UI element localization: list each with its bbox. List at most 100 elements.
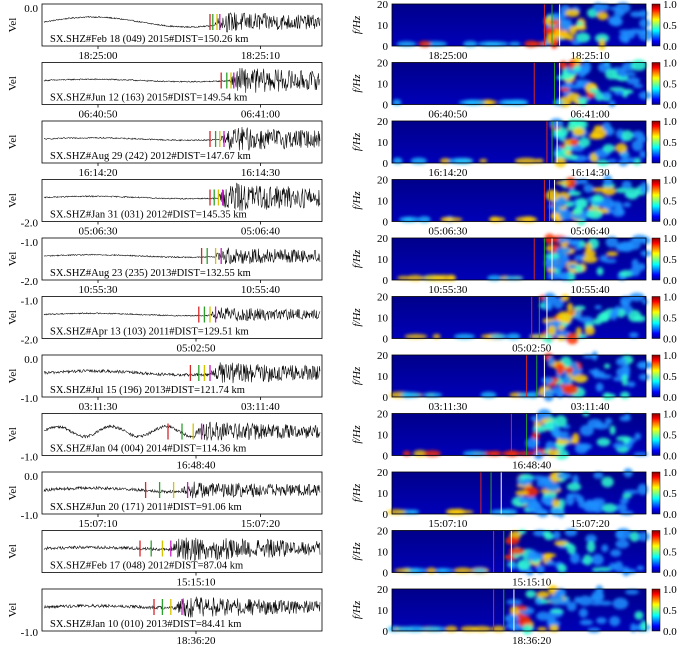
energy-blob	[508, 624, 524, 632]
spectrogram-energy	[386, 468, 649, 518]
spectrogram-xtick-label: 05:02:50	[512, 343, 552, 355]
waveform-xtick-label: 06:40:50	[78, 109, 118, 121]
waveform-trace	[43, 182, 321, 211]
waveform-panel: Vel SX.SHZ#Aug 29 (242) 2012#DIST=147.67 …	[7, 120, 323, 179]
waveform-ylabel: Vel	[7, 544, 19, 559]
energy-blob	[609, 616, 621, 627]
station-event-label: SX.SHZ#Aug 23 (235) 2013#DIST=132.55 km	[50, 268, 251, 279]
colorbar-tick-label: 0.0	[663, 275, 677, 287]
noise-band-blob	[406, 274, 424, 282]
energy-blob	[550, 609, 564, 614]
waveform-panel: Vel 0.0 SX.SHZ#Feb 18 (049) 2015#DIST=150.…	[7, 3, 323, 62]
energy-blob	[568, 239, 581, 247]
energy-blob	[619, 391, 630, 400]
spectrogram-ytick-label: 10	[377, 605, 389, 617]
energy-blob	[629, 292, 645, 302]
energy-blob	[597, 11, 609, 21]
energy-blob	[569, 26, 577, 36]
spectrogram-energy	[389, 351, 654, 402]
waveform-ylabel: Vel	[7, 252, 19, 267]
energy-blob	[556, 472, 572, 480]
noise-band-blob	[404, 334, 428, 339]
spectrogram-energy	[404, 292, 649, 345]
noise-band-blob	[439, 158, 452, 164]
energy-blob	[518, 496, 527, 505]
energy-blob	[571, 432, 580, 445]
waveform-ytick-bottom: -1.0	[21, 393, 39, 405]
colorbar-tick-label: 1.0	[663, 0, 677, 11]
waveform-xtick-label: 18:25:00	[78, 50, 118, 62]
energy-blob	[592, 201, 607, 206]
energy-blob	[590, 601, 603, 606]
waveform-ytick-top: -1.0	[21, 237, 39, 249]
noise-band-blob	[489, 216, 500, 223]
noise-band-blob	[530, 41, 547, 47]
energy-blob	[611, 207, 625, 218]
waveform-ytick-bottom: -2.0	[21, 335, 39, 347]
spectrogram-xtick-label: 15:15:10	[512, 577, 552, 589]
spectrogram-ytick-label: 10	[377, 254, 389, 266]
spectrogram-frame	[391, 3, 647, 47]
energy-blob	[623, 157, 636, 164]
energy-blob	[591, 194, 604, 202]
colorbar: 0.0 0.5 1.0	[651, 584, 677, 638]
spectrogram-xtick-label: 06:41:00	[571, 109, 611, 121]
colorbar-tick-label: 1.0	[663, 175, 677, 187]
energy-blob	[615, 539, 630, 549]
row-2: Vel SX.SHZ#Jun 12 (163) 2015#DIST=149.54 …	[7, 58, 677, 121]
colorbar-gradient	[651, 471, 661, 515]
colorbar-tick-label: 0.5	[663, 254, 677, 266]
energy-blob	[616, 245, 624, 251]
energy-blob	[545, 560, 556, 566]
spectrogram-ytick-label: 10	[377, 137, 389, 149]
energy-blob	[615, 143, 628, 154]
spectrogram-ylabel: f/Hz	[351, 132, 363, 151]
colorbar-tick-label: 0.5	[663, 430, 677, 442]
waveform-ylabel: Vel	[7, 18, 19, 33]
energy-blob	[591, 351, 598, 361]
waveform-xtick-label: 15:07:20	[241, 518, 281, 530]
energy-blob	[517, 559, 532, 570]
waveform-frame	[41, 62, 323, 105]
waveform-panel: Vel-1.0 -2.0 SX.SHZ#Aug 23 (235) 2013#DIST…	[7, 237, 323, 296]
spectrogram-ytick-label: 20	[377, 350, 389, 362]
energy-blob	[601, 544, 609, 553]
spectrogram-ytick-label: 20	[377, 584, 389, 596]
energy-blob	[544, 233, 555, 245]
energy-blob	[624, 71, 637, 77]
waveform-panel: Vel-1.0 -2.0 SX.SHZ#Apr 13 (103) 2011#DIST…	[7, 296, 323, 355]
spectrogram-xtick-label: 05:06:40	[571, 226, 611, 238]
noise-band-blob	[449, 508, 462, 516]
energy-blob	[544, 496, 554, 507]
energy-blob	[544, 27, 556, 35]
colorbar: 0.0 0.5 1.0	[651, 467, 677, 521]
energy-blob	[639, 18, 651, 29]
energy-blob	[525, 589, 536, 599]
waveform-panel: Vel 0.0 -1.0 SX.SHZ#Jun 20 (171) 2011#DIST=…	[7, 471, 323, 530]
energy-blob	[619, 68, 627, 79]
energy-blob	[636, 565, 645, 571]
energy-blob	[594, 305, 602, 310]
energy-blob	[543, 530, 552, 537]
energy-blob	[602, 392, 612, 401]
colorbar: 0.0 0.5 1.0	[651, 526, 677, 580]
energy-blob	[536, 611, 551, 621]
colorbar-tick-label: 0.5	[663, 371, 677, 383]
waveform-panel: Vel-2.0 SX.SHZ#Jan 31 (031) 2012#DIST=145…	[7, 179, 323, 238]
spectrogram-ylabel: f/Hz	[351, 542, 363, 561]
spectrogram-xtick-label: 03:11:40	[571, 401, 610, 413]
energy-blob	[631, 139, 644, 152]
energy-blob	[508, 547, 525, 555]
energy-blob	[559, 30, 570, 40]
row-9: Vel 0.0 -1.0 SX.SHZ#Jun 20 (171) 2011#DIST=…	[7, 467, 677, 530]
waveform-xtick-label: 05:02:50	[176, 343, 216, 355]
waveform-xtick-label: 10:55:30	[78, 284, 118, 296]
energy-blob	[571, 39, 582, 46]
energy-blob	[566, 482, 582, 492]
energy-blob	[615, 187, 629, 194]
energy-blob	[570, 84, 582, 90]
waveform-trace	[43, 537, 321, 561]
waveform-xtick-label: 15:15:10	[176, 577, 216, 589]
energy-blob	[584, 325, 595, 336]
waveform-ytick-top: 0.0	[24, 471, 38, 483]
